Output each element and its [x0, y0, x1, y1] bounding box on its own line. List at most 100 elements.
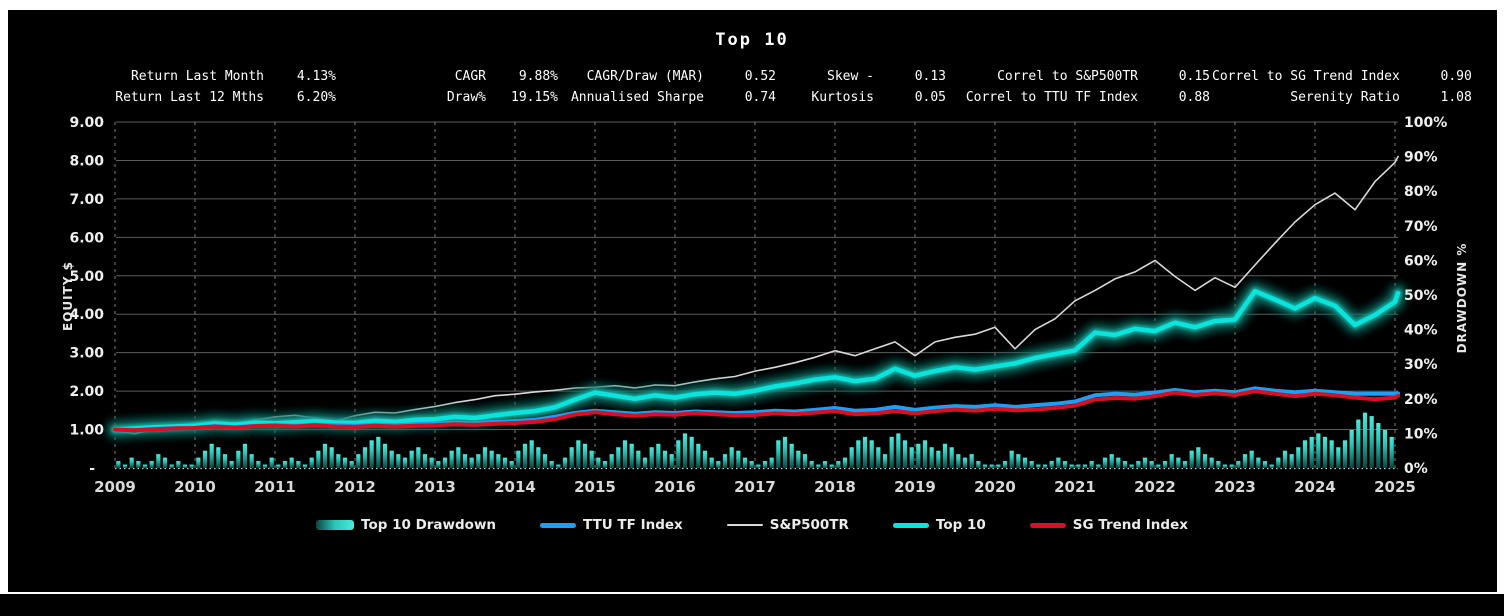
drawdown-bar	[1096, 464, 1101, 468]
legend-item-ttu-tf-index: TTU TF Index	[540, 517, 683, 533]
x-tick-label: 2014	[494, 478, 536, 496]
drawdown-bar	[776, 440, 781, 468]
legend-label: S&P500TR	[769, 517, 849, 533]
drawdown-bar	[282, 461, 288, 468]
drawdown-bar	[556, 464, 561, 468]
drawdown-bar	[1316, 433, 1321, 468]
stats-panel: Return Last Month 4.13% Return Last 12 Mth…	[86, 66, 1472, 108]
x-tick-label: 2019	[894, 478, 936, 496]
drawdown-bar	[836, 461, 841, 468]
y-left-tick: 4.00	[69, 307, 104, 323]
drawdown-bar	[942, 443, 948, 468]
stat-label: Serenity Ratio	[1290, 90, 1400, 105]
drawdown-bar	[962, 457, 968, 468]
drawdown-bar	[956, 454, 961, 468]
drawdown-bar	[809, 461, 814, 468]
drawdown-bar	[1142, 457, 1148, 468]
top-10-glow-inner	[111, 287, 1402, 434]
drawdown-bar	[1369, 416, 1374, 468]
drawdown-bar	[716, 461, 721, 468]
drawdown-bar	[949, 447, 954, 468]
drawdown-bar	[889, 436, 894, 468]
drawdown-bar	[1349, 429, 1354, 468]
drawdown-bar	[749, 461, 754, 468]
drawdown-bar	[856, 440, 861, 468]
drawdown-bar	[1296, 447, 1301, 468]
drawdown-bar	[196, 457, 201, 468]
stat-label: Kurtosis	[811, 90, 874, 105]
stat-value: 6.20%	[296, 90, 336, 105]
legend-swatch	[1029, 522, 1066, 528]
drawdown-bar	[1109, 454, 1114, 468]
drawdown-bar	[176, 461, 181, 468]
frame-left	[0, 0, 8, 594]
drawdown-bar	[376, 436, 381, 468]
stat-group: Skew - 0.13 Kurtosis 0.05	[778, 66, 946, 108]
x-tick-label: 2024	[1294, 478, 1336, 496]
drawdown-bar	[1329, 440, 1334, 468]
drawdown-bar	[1376, 423, 1381, 468]
stat-value: 9.88%	[518, 69, 558, 84]
drawdown-bar	[296, 461, 301, 468]
drawdown-bar	[549, 461, 554, 468]
drawdown-bar	[622, 440, 628, 468]
drawdown-bar	[316, 450, 321, 468]
drawdown-bar	[356, 454, 361, 468]
drawdown-bar	[1029, 461, 1034, 468]
drawdown-bar	[589, 450, 594, 468]
drawdown-bar	[896, 433, 901, 468]
drawdown-bar	[562, 457, 568, 468]
drawdown-bar	[636, 450, 641, 468]
stat-label: Correl to SG Trend Index	[1212, 69, 1400, 84]
drawdown-bar	[982, 464, 988, 468]
stat-label: Correl to S&P500TR	[997, 69, 1138, 84]
drawdown-bar	[1222, 464, 1228, 468]
drawdown-bar	[229, 461, 234, 468]
drawdown-bar	[1136, 461, 1141, 468]
drawdown-bar	[436, 461, 441, 468]
drawdown-bar	[509, 461, 514, 468]
drawdown-bar	[656, 443, 661, 468]
legend-label: Top 10	[935, 517, 986, 533]
drawdown-bar	[542, 454, 548, 468]
drawdown-bar	[482, 447, 488, 468]
x-tick-label: 2011	[254, 478, 296, 496]
y-left-tick: 2.00	[69, 384, 104, 400]
drawdown-bar	[242, 443, 248, 468]
drawdown-bar	[1189, 450, 1194, 468]
drawdown-bar	[689, 436, 694, 468]
drawdown-bar	[782, 436, 788, 468]
drawdown-bar	[936, 450, 941, 468]
drawdown-bar	[882, 454, 888, 468]
stat-label: CAGR	[454, 69, 486, 84]
drawdown-bar	[702, 450, 708, 468]
drawdown-bar	[796, 450, 801, 468]
drawdown-bar	[302, 464, 308, 468]
top-10-line	[112, 288, 1401, 432]
stat-label: Draw%	[446, 90, 486, 105]
stat-group: Return Last Month 4.13% Return Last 12 Mth…	[86, 66, 336, 108]
sg-trend-index-line	[113, 389, 1400, 433]
drawdown-bar	[602, 461, 608, 468]
y-right-tick: 80%	[1404, 184, 1438, 200]
drawdown-bar	[1122, 461, 1128, 468]
drawdown-bar	[1236, 461, 1241, 468]
drawdown-bar	[1229, 464, 1234, 468]
drawdown-bar	[1342, 440, 1348, 468]
drawdown-bar	[802, 454, 808, 468]
legend-item-top-10: Top 10	[892, 517, 986, 533]
drawdown-bar	[569, 447, 574, 468]
drawdown-bar	[1049, 461, 1054, 468]
drawdown-bar	[596, 457, 601, 468]
y-right-tick: 70%	[1404, 219, 1438, 235]
drawdown-bar	[236, 450, 241, 468]
stat-value: 0.13	[914, 69, 946, 84]
drawdown-bar	[369, 440, 374, 468]
stat-label: Skew -	[827, 69, 874, 84]
drawdown-bar	[1089, 461, 1094, 468]
drawdown-bar	[1282, 450, 1288, 468]
drawdown-bar	[1022, 457, 1028, 468]
drawdown-bar	[989, 464, 994, 468]
